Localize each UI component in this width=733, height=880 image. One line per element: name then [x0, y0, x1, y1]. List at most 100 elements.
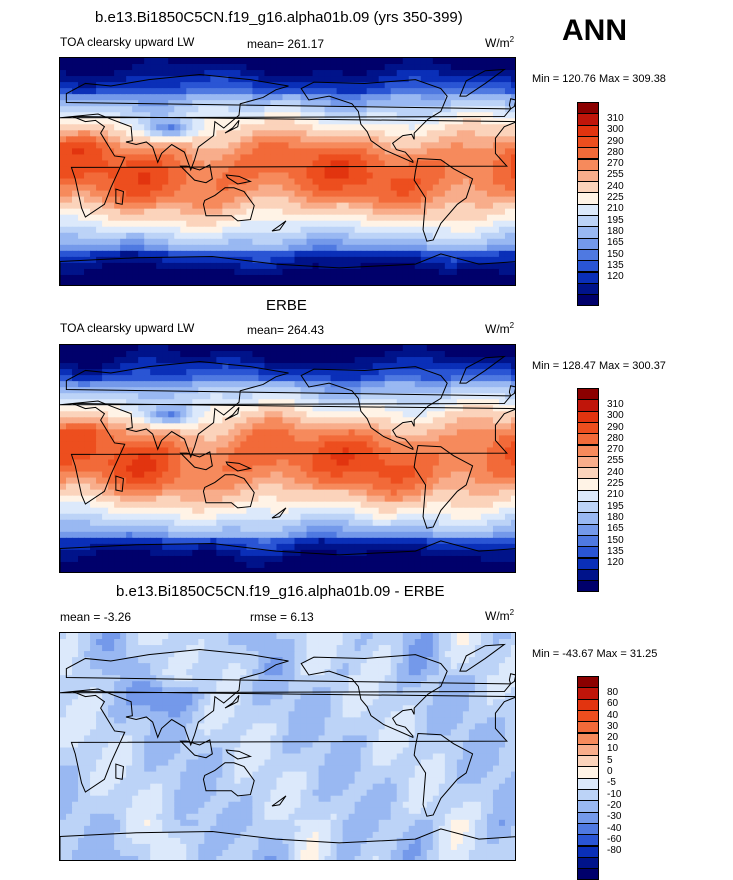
field-cell [511, 269, 516, 276]
field-cell [180, 257, 187, 264]
field-cell [66, 245, 73, 252]
field-cell [258, 64, 265, 71]
field-cell [156, 124, 163, 131]
field-cell [282, 148, 289, 155]
field-cell [325, 496, 332, 503]
field-cell [66, 82, 73, 89]
field-cell [475, 233, 482, 240]
field-cell [210, 118, 217, 125]
field-cell [246, 112, 253, 119]
field-cell [289, 239, 296, 246]
field-cell [493, 275, 500, 282]
field-cell [367, 209, 374, 216]
field-cell [367, 435, 374, 442]
field-cell [156, 251, 163, 258]
field-cell [156, 375, 163, 382]
field-cell [379, 203, 386, 210]
field-cell [445, 453, 452, 460]
field-cell [60, 490, 67, 497]
field-cell [234, 453, 241, 460]
field-cell [403, 82, 410, 89]
field-cell [240, 197, 247, 204]
field-cell [252, 215, 259, 222]
field-cell [216, 64, 223, 71]
field-cell [210, 363, 217, 370]
field-cell [355, 417, 362, 424]
field-cell [499, 179, 506, 186]
field-cell [138, 233, 145, 240]
field-cell [138, 269, 145, 276]
field-cell [313, 363, 320, 370]
field-cell [487, 154, 494, 161]
field-cell [66, 447, 73, 454]
field-cell [511, 166, 516, 173]
field-cell [385, 58, 392, 65]
field-cell [156, 429, 163, 436]
field-cell [234, 429, 241, 436]
field-cell [493, 387, 500, 394]
field-cell [228, 70, 235, 77]
field-cell [379, 496, 386, 503]
field-cell [349, 70, 356, 77]
field-cell [457, 423, 464, 430]
field-cell [264, 106, 271, 113]
field-cell [325, 441, 332, 448]
field-cell [96, 345, 103, 352]
field-cell [337, 154, 344, 161]
colorbar-tick-label: 195 [607, 215, 624, 226]
field-cell [192, 88, 199, 95]
field-cell [264, 275, 271, 282]
field-cell [96, 70, 103, 77]
field-cell [78, 357, 85, 364]
field-cell [433, 106, 440, 113]
field-cell [210, 185, 217, 192]
field-cell [379, 257, 386, 264]
field-cell [276, 269, 283, 276]
field-cell [295, 191, 302, 198]
field-cell [264, 435, 271, 442]
field-cell [397, 429, 404, 436]
field-cell [138, 251, 145, 258]
field-cell [307, 466, 314, 473]
field-cell [174, 245, 181, 252]
field-cell [445, 257, 452, 264]
field-cell [373, 275, 380, 282]
field-cell [174, 411, 181, 418]
field-cell [186, 130, 193, 137]
field-cell [180, 478, 187, 485]
field-cell [463, 453, 470, 460]
field-cell [156, 351, 163, 358]
field-cell [84, 227, 91, 234]
field-cell [325, 70, 332, 77]
field-cell [499, 239, 506, 246]
field-cell [331, 136, 338, 143]
field-cell [114, 76, 121, 83]
field-cell [361, 453, 368, 460]
field-cell [391, 88, 398, 95]
field-cell [204, 257, 211, 264]
field-cell [511, 88, 516, 95]
field-cell [337, 357, 344, 364]
field-cell [403, 227, 410, 234]
field-cell [307, 191, 314, 198]
panel1-minmax: Min = 120.76 Max = 309.38 [532, 73, 666, 85]
field-cell [216, 245, 223, 252]
field-cell [168, 447, 175, 454]
field-cell [397, 142, 404, 149]
field-cell [204, 64, 211, 71]
field-cell [433, 405, 440, 412]
field-cell [138, 496, 145, 503]
field-cell [192, 269, 199, 276]
field-cell [391, 130, 398, 137]
field-cell [72, 405, 79, 412]
field-cell [373, 345, 380, 352]
field-cell [337, 76, 344, 83]
field-cell [156, 502, 163, 509]
field-cell [252, 221, 259, 228]
field-cell [493, 58, 500, 65]
field-cell [96, 136, 103, 143]
field-cell [156, 275, 163, 282]
field-cell [337, 64, 344, 71]
field-cell [415, 148, 422, 155]
field-cell [355, 221, 362, 228]
